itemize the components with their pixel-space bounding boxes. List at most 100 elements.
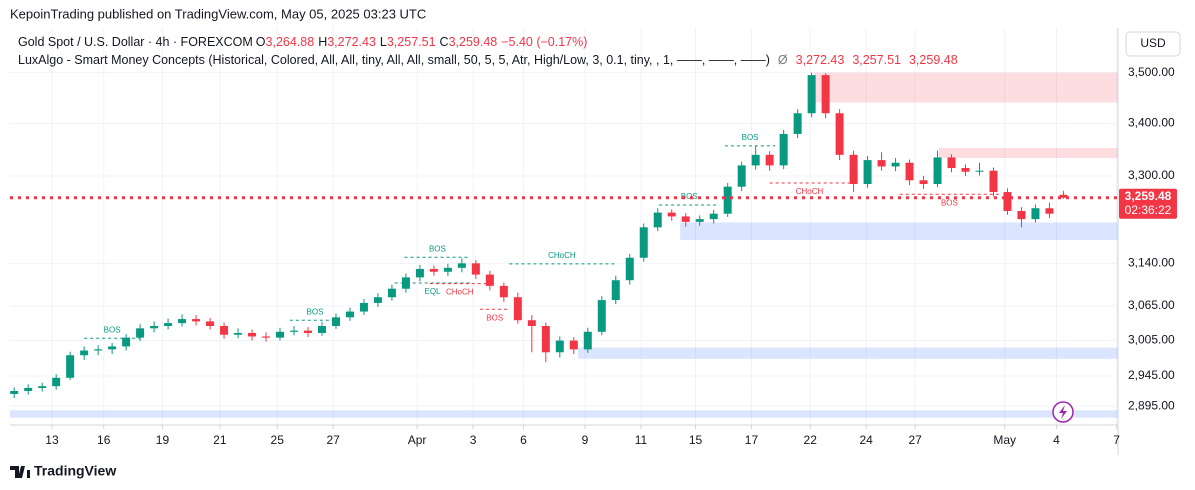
candle-body <box>527 320 536 326</box>
candle-body <box>639 227 648 258</box>
x-tick-label: Apr <box>408 433 427 447</box>
candle-body <box>891 162 900 167</box>
x-tick-label: 17 <box>745 433 759 447</box>
x-tick-label: 3 <box>470 433 477 447</box>
candle-body <box>373 297 382 303</box>
structure-label: BOS <box>429 244 446 253</box>
candle-body <box>499 285 508 298</box>
candle-body <box>905 162 914 181</box>
candle-body <box>961 168 970 172</box>
y-tick-label: 3,140.00 <box>1128 256 1175 270</box>
candle-body <box>667 212 676 217</box>
x-tick-label: 13 <box>45 433 59 447</box>
x-tick-label: 27 <box>326 433 340 447</box>
structure-label: BOS <box>307 307 324 316</box>
y-tick-label: 3,500.00 <box>1128 65 1175 79</box>
candle-body <box>345 311 354 318</box>
zone <box>938 148 1118 158</box>
candle-body <box>849 154 858 185</box>
candle-body <box>234 332 243 335</box>
candle-body <box>933 157 942 185</box>
candle-body <box>625 257 634 281</box>
candle-body <box>164 323 173 326</box>
y-tick-label: 3,005.00 <box>1128 333 1175 347</box>
candle-body <box>513 297 522 321</box>
ohlc-key: H <box>318 35 327 49</box>
candle-body <box>331 317 340 326</box>
ohlc-value: 3,264.88 <box>266 35 315 49</box>
candle-body <box>541 325 550 353</box>
candle-body <box>821 75 830 114</box>
candle-body <box>877 160 886 167</box>
candle-body <box>471 263 480 275</box>
candle-body <box>653 212 662 228</box>
candle-body <box>457 263 466 268</box>
candle-body <box>136 328 145 338</box>
ohlc-value: 3,259.48 <box>449 35 498 49</box>
change: −5.40 (−0.17%) <box>501 35 587 49</box>
candle-body <box>723 186 732 214</box>
zone <box>814 72 1118 103</box>
candle-body <box>262 336 271 338</box>
candle-body <box>192 319 201 322</box>
y-tick-label: 3,300.00 <box>1128 168 1175 182</box>
ohlc-key: C <box>440 35 449 49</box>
candle-body <box>569 340 578 350</box>
candle-body <box>206 321 215 326</box>
candle-body <box>38 386 47 388</box>
candle-body <box>10 390 19 394</box>
candle-body <box>835 113 844 155</box>
candle-body <box>94 349 103 351</box>
x-tick-label: 11 <box>635 433 648 447</box>
structure-label: BOS <box>104 325 121 334</box>
indicator-value: 3,272.43 <box>796 53 845 67</box>
candle-body <box>765 154 774 166</box>
candle-body <box>150 325 159 329</box>
candle-body <box>429 268 438 272</box>
zone <box>577 347 1118 359</box>
candle-body <box>583 331 592 350</box>
y-tick-label: 3,065.00 <box>1128 298 1175 312</box>
alert-bolt <box>1059 405 1067 419</box>
candle-body <box>248 332 257 337</box>
currency-button[interactable] <box>1125 31 1181 57</box>
candle-body <box>122 337 131 347</box>
x-tick-label: 7 <box>1113 433 1120 447</box>
published: KepoinTrading published on TradingView.c… <box>10 6 426 21</box>
candle-body <box>401 277 410 289</box>
x-tick-label: 21 <box>213 433 227 447</box>
candle-body <box>695 219 704 222</box>
indicator-icon: Ø <box>778 53 788 67</box>
x-tick-label: May <box>993 433 1016 447</box>
candle-body <box>443 267 452 272</box>
currency[interactable]: USD <box>1140 36 1166 50</box>
plot-area: BOS BOS BOS EQL CHoCH BOS CHoCH BOS BOS CHoCH BOS <box>10 28 1118 425</box>
structure-label: BOS <box>742 133 759 142</box>
structure-label: CHoCH <box>796 187 824 196</box>
candle-body <box>681 216 690 222</box>
candle-body <box>1003 192 1012 211</box>
indicator-value: 3,259.48 <box>909 53 958 67</box>
ohlc-key: L <box>380 35 387 49</box>
ohlc-key: O <box>256 35 266 49</box>
candle-body <box>793 113 802 134</box>
ohlc-value: 3,257.51 <box>387 35 436 49</box>
indicator-line: LuxAlgo - Smart Money Concepts (Historic… <box>18 53 958 67</box>
candle-body <box>737 165 746 187</box>
x-tick-label: 22 <box>804 433 818 447</box>
candle-body <box>555 340 564 353</box>
candle-body <box>303 330 312 333</box>
structure-label: EQL <box>424 287 441 296</box>
x-tick-label: 25 <box>271 433 285 447</box>
candle-body <box>779 133 788 166</box>
indicator-value: 3,257.51 <box>852 53 901 67</box>
structure-label: BOS <box>486 313 503 322</box>
candle-body <box>289 330 298 332</box>
x-tick-label: 27 <box>908 433 922 447</box>
candle-body <box>919 180 928 185</box>
price-countdown: 02:36:22 <box>1125 203 1172 217</box>
candle-body <box>947 157 956 169</box>
